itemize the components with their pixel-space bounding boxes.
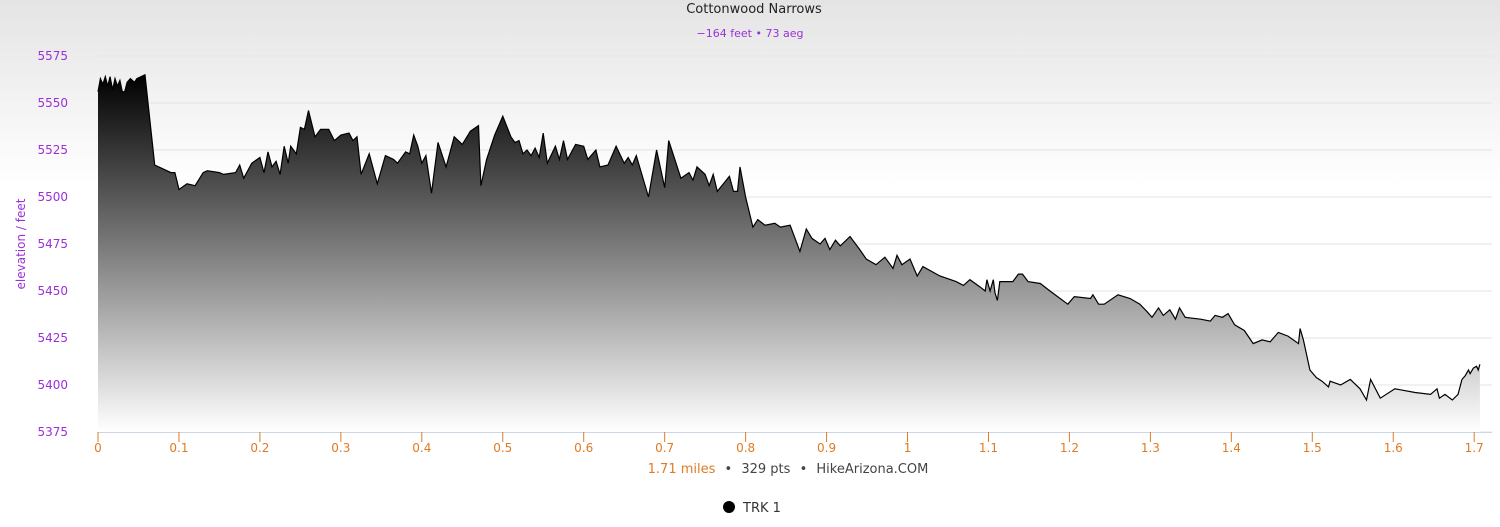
y-tick-label: 5425 <box>37 331 68 345</box>
x-label-part: • <box>725 462 733 477</box>
x-tick-label: 1.4 <box>1222 441 1241 455</box>
y-axis-label: elevation / feet <box>14 198 28 289</box>
x-tick-label: 1.2 <box>1060 441 1079 455</box>
x-tick-label: 1.6 <box>1384 441 1403 455</box>
x-label-part: • <box>800 462 808 477</box>
y-tick-label: 5500 <box>37 190 68 204</box>
line <box>97 73 1481 402</box>
y-tick-label: 5450 <box>37 284 68 298</box>
x-tick-label: 0.8 <box>736 441 755 455</box>
x-tick-label: 0.3 <box>331 441 350 455</box>
chart-subtitle: −164 feet • 73 aeg <box>697 27 804 40</box>
x-axis-label: 1.71 miles • 329 pts • HikeArizona.COM <box>648 462 929 477</box>
x-tick-label: 1 <box>904 441 912 455</box>
x-label-part: 1.71 miles <box>648 462 716 477</box>
y-tick-label: 5525 <box>37 143 68 157</box>
x-tick-label: 1.3 <box>1141 441 1160 455</box>
x-tick-label: 0 <box>94 441 102 455</box>
y-tick-label: 5475 <box>37 237 68 251</box>
x-tick-label: 0.1 <box>169 441 188 455</box>
y-tick-label: 5575 <box>37 49 68 63</box>
x-tick-label: 0.6 <box>574 441 593 455</box>
x-tick-label: 1.1 <box>979 441 998 455</box>
x-tick-label: 0.9 <box>817 441 836 455</box>
x-label-part: HikeArizona.COM <box>816 462 928 477</box>
x-tick-label: 0.2 <box>250 441 269 455</box>
y-tick-label: 5400 <box>37 378 68 392</box>
y-tick-label: 5375 <box>37 425 68 439</box>
x-tick-label: 0.4 <box>412 441 431 455</box>
x-tick-label: 1.5 <box>1303 441 1322 455</box>
legend-label: TRK 1 <box>742 501 781 516</box>
x-tick-label: 1.7 <box>1465 441 1484 455</box>
x-tick-label: 0.7 <box>655 441 674 455</box>
chart-title: Cottonwood Narrows <box>686 2 822 17</box>
legend-symbol <box>723 501 735 513</box>
y-tick-label: 5550 <box>37 96 68 110</box>
area-fill <box>98 74 1480 433</box>
x-label-part: 329 pts <box>741 462 790 477</box>
x-tick-label: 0.5 <box>493 441 512 455</box>
